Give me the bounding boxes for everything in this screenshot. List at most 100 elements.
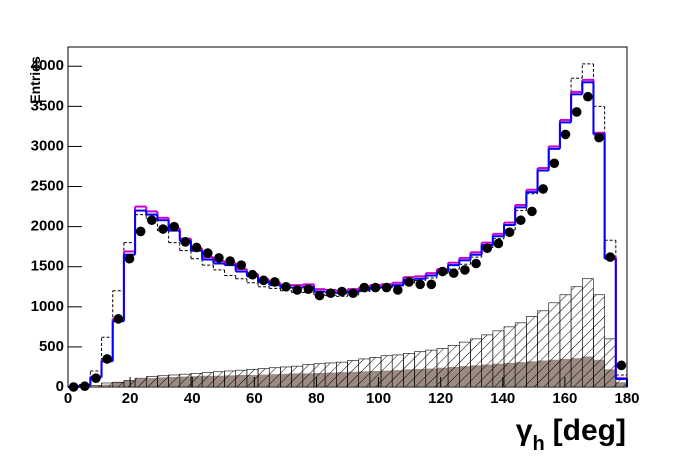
data-point [214, 253, 224, 263]
hatched-bin [369, 357, 382, 388]
data-point [549, 158, 560, 169]
x-axis-title: γh [deg] [516, 414, 626, 455]
data-point [415, 279, 425, 290]
data-point [560, 129, 571, 140]
data-point [348, 288, 358, 298]
hatched-bin [157, 375, 169, 388]
data-point [527, 206, 537, 217]
hatched-bin [548, 302, 561, 388]
x-tick-label: 80 [308, 390, 325, 407]
data-point [381, 282, 392, 293]
data-point [359, 282, 370, 293]
hatched-bin [123, 380, 136, 388]
data-point [135, 226, 146, 237]
hatched-bin [179, 373, 192, 388]
data-point [247, 269, 258, 280]
y-tick-label: 3500 [31, 97, 64, 114]
hatched-bin [246, 369, 259, 388]
hatched-bin [291, 365, 304, 388]
hatched-bin [537, 310, 550, 388]
y-tick-label: 500 [39, 338, 64, 355]
data-point [460, 265, 470, 275]
hatched-bin [436, 348, 449, 388]
data-point [571, 107, 582, 117]
y-axis-title: Entries [27, 56, 43, 104]
hatched-bin [302, 364, 315, 388]
y-tick-label: 3000 [31, 137, 64, 154]
hatched-bin [280, 366, 292, 388]
hatched-bin [414, 351, 427, 388]
data-point [113, 314, 124, 324]
data-point [583, 91, 593, 102]
y-tick-label: 2500 [31, 177, 64, 194]
data-point [504, 227, 515, 238]
hatched-bin [313, 363, 326, 388]
hatched-bin [425, 349, 438, 388]
data-point [91, 373, 101, 383]
hatched-bin [615, 378, 628, 388]
data-point [79, 381, 90, 391]
data-point [281, 281, 291, 292]
data-point [605, 252, 616, 262]
data-point [236, 260, 247, 270]
y-tick-label: 0 [56, 378, 64, 395]
hatched-bin [559, 294, 572, 388]
hatched-bin [503, 326, 516, 388]
hatched-bin [112, 381, 125, 388]
data-point [180, 237, 191, 247]
hatched-bin [581, 278, 594, 388]
data-point [393, 285, 403, 295]
hatched-bin [604, 338, 617, 388]
data-point [325, 288, 336, 298]
y-tick-label: 4000 [31, 57, 64, 74]
data-point [270, 277, 280, 287]
data-point [370, 282, 381, 293]
hatched-bin [168, 374, 181, 388]
hatched-bin [324, 362, 337, 388]
hatched-bin [213, 371, 225, 388]
data-point [482, 243, 493, 254]
data-point [314, 290, 325, 301]
y-tick-label: 1000 [31, 298, 64, 315]
data-point [225, 256, 235, 266]
x-tick-label: 0 [64, 390, 72, 407]
hatched-bin [134, 377, 147, 388]
hatched-bin [391, 354, 404, 388]
data-point [426, 279, 437, 290]
hatched-bin [201, 372, 214, 388]
hatched-bin [458, 341, 471, 388]
hatched-bin [570, 286, 583, 388]
hatched-bin [514, 322, 527, 388]
x-tick-label: 180 [614, 390, 639, 407]
data-point [258, 275, 269, 286]
data-point [147, 215, 157, 226]
hatched-bin [347, 360, 359, 388]
x-tick-label: 120 [428, 390, 453, 407]
hatched-bin [526, 316, 538, 388]
data-point [158, 224, 168, 234]
data-point [202, 248, 213, 258]
data-point [471, 258, 481, 269]
hatched-bin [470, 338, 482, 388]
data-point [102, 354, 112, 364]
hatched-bin [90, 385, 102, 388]
hatched-bin [380, 355, 393, 388]
hatched-bin [257, 368, 270, 388]
hatched-bin [593, 294, 605, 388]
x-tick-label: 40 [184, 390, 201, 407]
hatched-bin [403, 353, 415, 388]
y-tick-label: 2000 [31, 218, 64, 235]
data-point [292, 285, 302, 295]
data-point [493, 238, 504, 249]
data-point [337, 286, 347, 297]
hatched-bin [235, 369, 248, 388]
hatched-bin [101, 382, 114, 388]
hatched-bin [336, 361, 348, 388]
hatched-bin [447, 345, 460, 388]
data-point [616, 360, 627, 371]
data-point [448, 268, 459, 278]
data-point [303, 284, 314, 294]
hatched-bin [481, 334, 494, 388]
